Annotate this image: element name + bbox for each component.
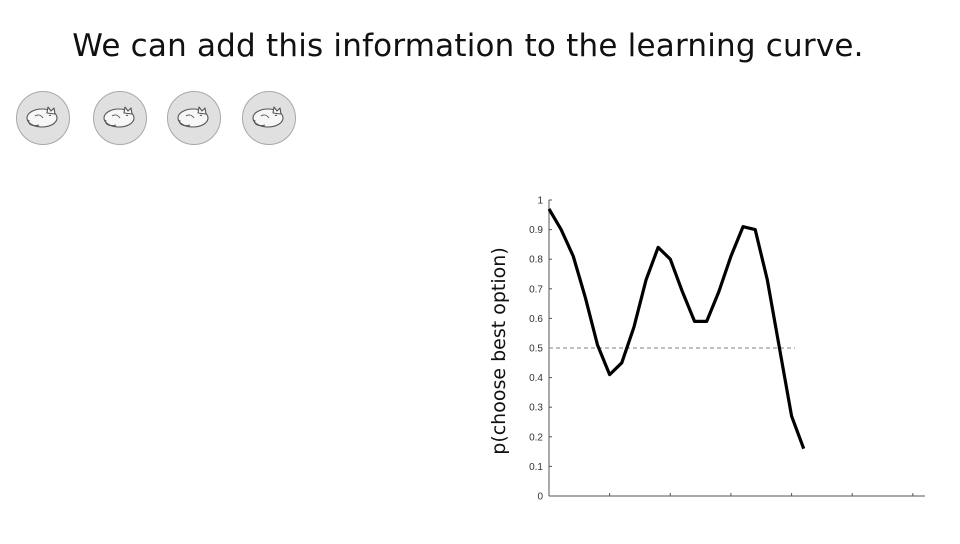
learning-curve-line	[549, 209, 804, 449]
y-tick-label: 0.6	[529, 314, 543, 325]
y-tick-label: 0	[537, 492, 543, 503]
y-tick-label: 0.1	[529, 462, 543, 473]
y-tick-label: 0.9	[529, 225, 543, 236]
y-tick-label: 0.5	[529, 344, 543, 355]
y-tick-label: 0.4	[529, 373, 543, 384]
y-tick-label: 0.3	[529, 403, 543, 414]
y-tick-label: 0.2	[529, 432, 543, 443]
y-axis-label: p(choose best option)	[488, 247, 510, 454]
y-tick-label: 1	[537, 196, 543, 207]
y-tick-label: 0.8	[529, 255, 543, 266]
y-tick-label: 0.7	[529, 284, 543, 295]
